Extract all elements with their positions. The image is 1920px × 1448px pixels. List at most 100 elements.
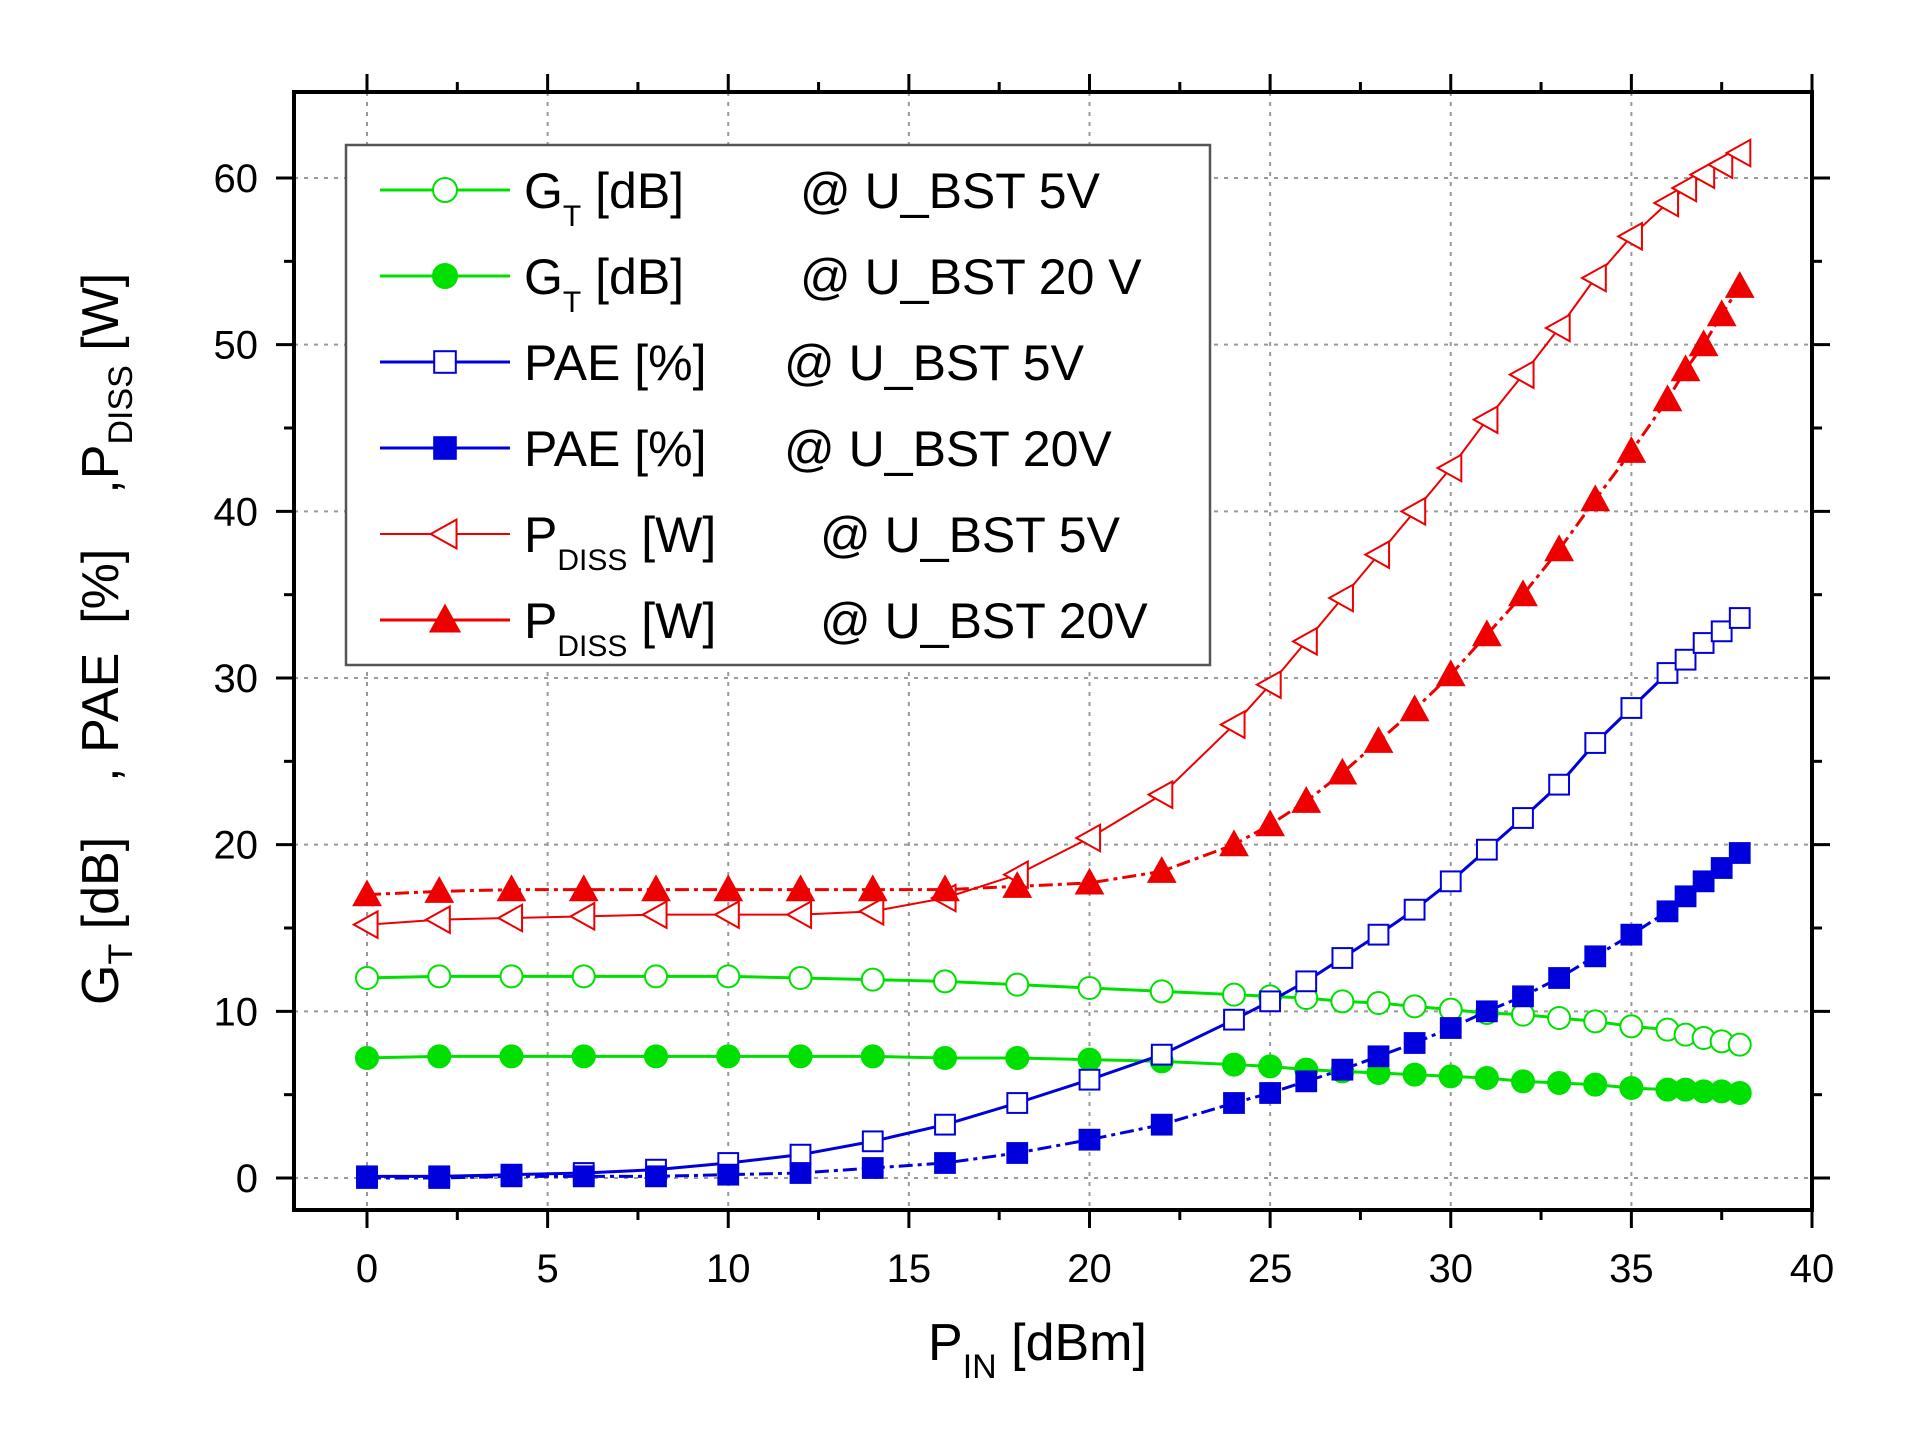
x-tick-label: 5 bbox=[537, 1247, 559, 1291]
data-point bbox=[1403, 898, 1426, 921]
data-point bbox=[351, 909, 379, 940]
data-point bbox=[1511, 1069, 1535, 1094]
series-line bbox=[367, 851, 1741, 1180]
data-point bbox=[568, 874, 599, 902]
data-point bbox=[785, 874, 816, 902]
data-point bbox=[500, 1165, 523, 1188]
y-tick-label: 10 bbox=[214, 990, 259, 1034]
data-point bbox=[930, 874, 960, 902]
data-point bbox=[1223, 1008, 1245, 1031]
plot-frame bbox=[292, 90, 1814, 1212]
legend-box bbox=[344, 143, 1212, 667]
data-point bbox=[1584, 732, 1607, 754]
data-point bbox=[1706, 149, 1734, 180]
legend-condition: @ U_BST 5V bbox=[820, 507, 1121, 563]
data-point bbox=[1222, 982, 1246, 1007]
data-point bbox=[1290, 626, 1318, 657]
x-tick-label: 25 bbox=[1248, 1247, 1293, 1291]
data-point bbox=[1363, 539, 1391, 570]
data-point bbox=[1727, 1081, 1752, 1105]
legend-marker bbox=[432, 263, 458, 289]
data-point bbox=[427, 964, 452, 989]
y-axis-label-pdiss-unit: [W] bbox=[72, 273, 130, 365]
y-axis-label-pae: , PAE [%] bbox=[72, 549, 130, 782]
data-point bbox=[1223, 1092, 1245, 1114]
data-point bbox=[1475, 1000, 1498, 1023]
data-point bbox=[1327, 757, 1358, 785]
data-point bbox=[1727, 1032, 1752, 1057]
legend-condition: @ U_BST 5V bbox=[800, 163, 1101, 219]
y-axis-label-gt-unit: [dB] bbox=[72, 837, 130, 944]
x-tick-label: 0 bbox=[356, 1247, 378, 1291]
data-point bbox=[568, 901, 596, 932]
data-point bbox=[1652, 188, 1680, 218]
data-point bbox=[716, 964, 741, 989]
data-point bbox=[860, 967, 885, 992]
data-point bbox=[1327, 583, 1354, 613]
data-point bbox=[1728, 842, 1751, 864]
data-point bbox=[1259, 990, 1282, 1013]
data-point bbox=[1724, 138, 1752, 168]
data-point bbox=[1402, 994, 1427, 1019]
y-tick-label: 40 bbox=[214, 490, 259, 534]
data-point bbox=[1616, 436, 1647, 463]
data-point bbox=[788, 966, 813, 990]
data-point bbox=[1508, 579, 1538, 607]
data-point bbox=[857, 896, 885, 927]
data-point bbox=[644, 1044, 668, 1069]
data-point bbox=[355, 1046, 379, 1070]
data-point bbox=[789, 1162, 812, 1184]
data-point bbox=[427, 1044, 452, 1069]
legend-label: GT [dB] bbox=[524, 163, 684, 233]
data-point bbox=[1512, 807, 1534, 829]
data-point bbox=[496, 903, 524, 933]
data-point bbox=[1078, 1068, 1101, 1091]
data-point bbox=[1403, 1032, 1426, 1054]
axes bbox=[276, 74, 1830, 1228]
data-point bbox=[1616, 221, 1643, 252]
data-point bbox=[1688, 159, 1716, 190]
data-point bbox=[1295, 970, 1318, 993]
data-point bbox=[1620, 697, 1643, 719]
legend-marker bbox=[433, 436, 457, 460]
data-point bbox=[1507, 359, 1535, 390]
y-tick-label: 60 bbox=[214, 157, 259, 201]
data-point bbox=[1146, 779, 1174, 810]
data-point bbox=[1547, 1006, 1572, 1030]
x-tick-label: 35 bbox=[1609, 1247, 1654, 1291]
data-point bbox=[1692, 870, 1715, 893]
data-point bbox=[933, 969, 957, 994]
y-axis-label-pdiss: ,P bbox=[72, 445, 130, 494]
legend-marker bbox=[428, 517, 458, 551]
data-point bbox=[713, 874, 744, 902]
series-6 bbox=[352, 271, 1755, 907]
data-point bbox=[1688, 329, 1719, 357]
data-point bbox=[1471, 619, 1502, 647]
y-axis-label: GT [dB] , PAE [%] ,PDISS [W] bbox=[72, 273, 140, 1005]
data-point bbox=[1543, 313, 1571, 343]
data-point bbox=[1146, 856, 1177, 883]
data-point bbox=[1259, 1082, 1282, 1104]
y-tick-label: 20 bbox=[214, 824, 259, 868]
x-axis-label: PIN [dBm] bbox=[928, 1314, 1147, 1386]
data-point bbox=[1331, 1058, 1354, 1081]
series-5 bbox=[351, 138, 1752, 940]
data-point bbox=[1078, 1128, 1101, 1151]
y-axis-label-gt-sub: T bbox=[102, 944, 140, 965]
data-point bbox=[1724, 271, 1755, 298]
data-point bbox=[1580, 484, 1611, 512]
legend-condition: @ U_BST 20V bbox=[784, 421, 1112, 477]
data-point bbox=[1005, 972, 1030, 997]
y-tick-label: 50 bbox=[214, 324, 259, 368]
data-point bbox=[1005, 1046, 1030, 1070]
data-point bbox=[1366, 991, 1391, 1015]
legend-entry: GT [dB] @ U_BST 5V bbox=[380, 163, 1101, 233]
data-point bbox=[1330, 989, 1355, 1014]
data-point bbox=[356, 1167, 378, 1189]
legend-entry: PDISS [W] @ U_BST 5V bbox=[380, 507, 1121, 577]
data-point bbox=[717, 1163, 740, 1186]
data-point bbox=[1548, 967, 1571, 989]
x-axis-label-sub: IN bbox=[963, 1348, 997, 1386]
data-point bbox=[1674, 885, 1697, 908]
